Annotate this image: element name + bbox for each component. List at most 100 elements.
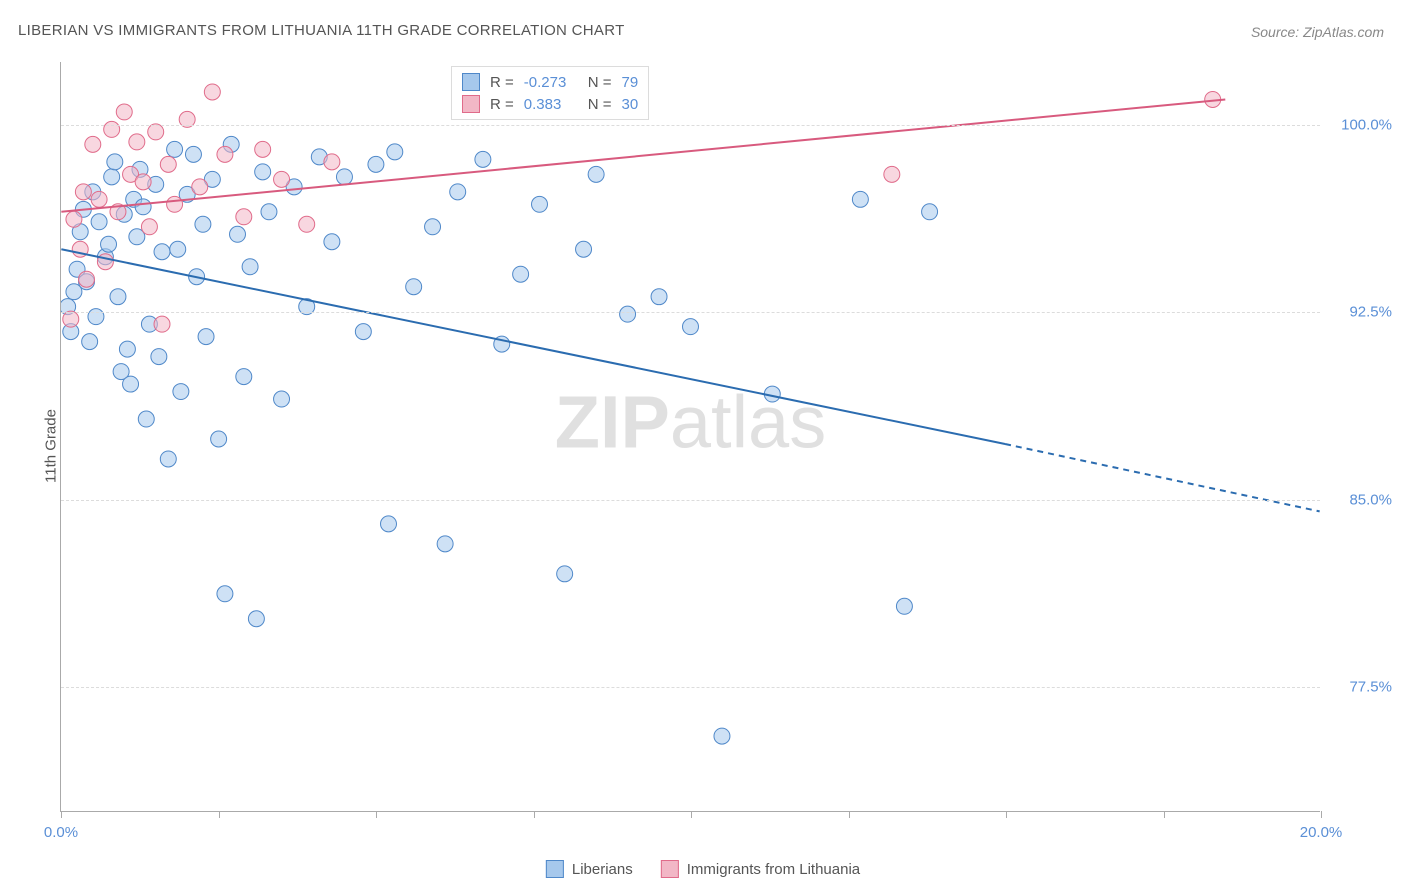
data-point [274, 171, 290, 187]
x-tick [691, 811, 692, 818]
legend-n-value: 30 [622, 96, 639, 113]
correlation-legend: R =-0.273N =79R =0.383N =30 [451, 66, 649, 120]
watermark-light: atlas [670, 380, 826, 463]
data-point [135, 174, 151, 190]
data-point [148, 124, 164, 140]
data-point [110, 204, 126, 220]
data-point [154, 244, 170, 260]
data-point [286, 179, 302, 195]
x-tick [1321, 811, 1322, 818]
data-point [97, 249, 113, 265]
legend-swatch [546, 860, 564, 878]
data-point [173, 384, 189, 400]
data-point [261, 204, 277, 220]
data-point [72, 241, 88, 257]
data-point [91, 214, 107, 230]
data-point [299, 216, 315, 232]
data-point [1205, 91, 1221, 107]
legend-r-label: R = [490, 96, 514, 113]
data-point [138, 411, 154, 427]
data-point [66, 211, 82, 227]
data-point [425, 219, 441, 235]
data-point [450, 184, 466, 200]
data-point [324, 234, 340, 250]
data-point [211, 431, 227, 447]
data-point [160, 451, 176, 467]
data-point [63, 311, 79, 327]
data-point [179, 186, 195, 202]
data-point [79, 271, 95, 287]
data-point [236, 369, 252, 385]
legend-row: R =-0.273N =79 [462, 71, 638, 93]
data-point [170, 241, 186, 257]
data-point [236, 209, 252, 225]
gridline [61, 125, 1320, 126]
data-point [217, 146, 233, 162]
data-point [437, 536, 453, 552]
trend-line [61, 249, 1005, 444]
data-point [129, 229, 145, 245]
x-tick [219, 811, 220, 818]
data-point [75, 201, 91, 217]
gridline [61, 500, 1320, 501]
trend-line-extrapolated [1005, 444, 1320, 511]
y-axis-label: 11th Grade [42, 409, 59, 483]
data-point [72, 224, 88, 240]
y-tick-label: 92.5% [1349, 304, 1392, 321]
data-point [557, 566, 573, 582]
legend-label: Immigrants from Lithuania [687, 861, 860, 878]
gridline [61, 687, 1320, 688]
data-point [255, 164, 271, 180]
data-point [141, 219, 157, 235]
data-point [248, 611, 264, 627]
data-point [167, 196, 183, 212]
data-point [475, 151, 491, 167]
data-point [204, 171, 220, 187]
legend-n-label: N = [588, 74, 612, 91]
x-tick-label: 0.0% [44, 824, 78, 841]
data-point [324, 154, 340, 170]
legend-n-label: N = [588, 96, 612, 113]
data-point [123, 166, 139, 182]
data-point [651, 289, 667, 305]
data-point [513, 266, 529, 282]
data-point [381, 516, 397, 532]
data-point [714, 728, 730, 744]
data-point [66, 284, 82, 300]
data-point [107, 154, 123, 170]
data-point [129, 134, 145, 150]
data-point [387, 144, 403, 160]
data-point [110, 289, 126, 305]
series-legend: LiberiansImmigrants from Lithuania [546, 860, 860, 878]
data-point [230, 226, 246, 242]
data-point [311, 149, 327, 165]
plot-area: ZIPatlas R =-0.273N =79R =0.383N =30 77.… [60, 62, 1320, 812]
y-tick-label: 100.0% [1341, 116, 1392, 133]
data-point [79, 274, 95, 290]
x-tick [1006, 811, 1007, 818]
legend-swatch [661, 860, 679, 878]
data-point [123, 376, 139, 392]
data-point [154, 316, 170, 332]
data-point [355, 324, 371, 340]
data-point [368, 156, 384, 172]
data-point [255, 141, 271, 157]
x-tick [376, 811, 377, 818]
data-point [620, 306, 636, 322]
y-tick-label: 77.5% [1349, 679, 1392, 696]
legend-r-label: R = [490, 74, 514, 91]
watermark-bold: ZIP [555, 380, 670, 463]
x-tick [534, 811, 535, 818]
data-point [104, 169, 120, 185]
data-point [167, 141, 183, 157]
data-point [151, 349, 167, 365]
data-point [97, 254, 113, 270]
data-point [532, 196, 548, 212]
data-point [576, 241, 592, 257]
data-point [274, 391, 290, 407]
data-point [223, 136, 239, 152]
scatter-svg [61, 62, 1320, 811]
data-point [242, 259, 258, 275]
data-point [204, 84, 220, 100]
data-point [69, 261, 85, 277]
